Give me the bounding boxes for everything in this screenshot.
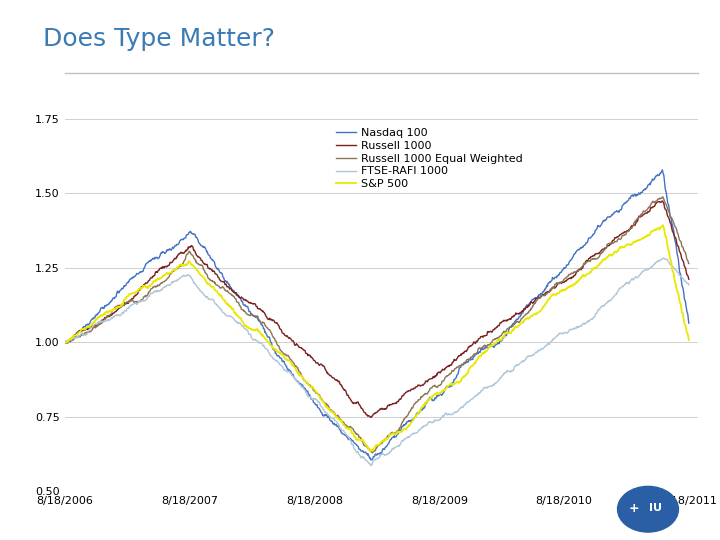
Legend: Nasdaq 100, Russell 1000, Russell 1000 Equal Weighted, FTSE-RAFI 1000, S&P 500: Nasdaq 100, Russell 1000, Russell 1000 E… bbox=[336, 128, 523, 189]
Circle shape bbox=[618, 487, 678, 532]
Text: +: + bbox=[629, 502, 639, 515]
Line: S&P 500: S&P 500 bbox=[65, 225, 689, 451]
Line: Russell 1000 Equal Weighted: Russell 1000 Equal Weighted bbox=[65, 197, 689, 453]
Text: Does Type Matter?: Does Type Matter? bbox=[43, 27, 275, 51]
Line: Nasdaq 100: Nasdaq 100 bbox=[65, 170, 689, 460]
Text: IU: IU bbox=[649, 503, 662, 513]
Line: FTSE-RAFI 1000: FTSE-RAFI 1000 bbox=[65, 258, 689, 465]
Line: Russell 1000: Russell 1000 bbox=[65, 201, 689, 417]
